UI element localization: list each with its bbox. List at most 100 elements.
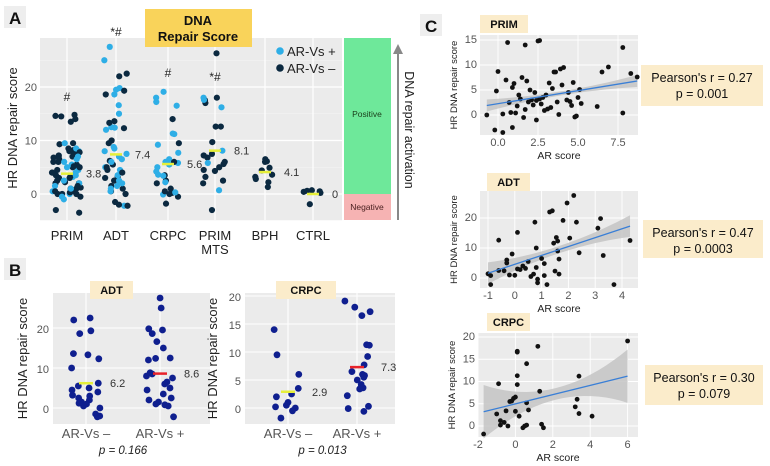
- panel-tag-box: [487, 313, 530, 331]
- data-point: [110, 143, 117, 151]
- p-value-text: p = 0.079: [678, 387, 731, 401]
- data-point: [537, 388, 543, 394]
- data-point: [494, 411, 500, 417]
- positive-zone: [344, 38, 391, 194]
- data-point: [501, 420, 507, 425]
- data-point: [159, 390, 167, 398]
- data-point: [114, 172, 121, 179]
- data-point: [527, 87, 533, 93]
- data-point: [221, 158, 228, 165]
- data-point: [501, 268, 507, 274]
- data-point: [153, 98, 160, 106]
- data-point: [120, 125, 128, 132]
- data-point: [159, 344, 167, 352]
- data-point: [169, 116, 176, 123]
- data-point: [530, 102, 536, 108]
- data-point: [514, 373, 520, 379]
- data-point: [70, 350, 77, 357]
- data-point: [157, 304, 165, 312]
- panel-label-c: C: [425, 17, 437, 36]
- y-tick-label: 10: [465, 59, 477, 71]
- data-point: [628, 71, 634, 76]
- significance-annotation: #: [64, 90, 71, 104]
- data-point: [161, 188, 168, 195]
- data-point: [175, 149, 182, 156]
- data-point: [553, 235, 559, 240]
- data-point: [145, 325, 153, 333]
- data-point: [54, 166, 61, 174]
- y-tick-label: 20: [37, 324, 49, 336]
- data-point: [170, 413, 177, 421]
- data-point: [73, 190, 80, 198]
- x-tick-label: 7.5: [610, 137, 625, 149]
- data-point: [87, 327, 95, 335]
- legend-marker: [276, 64, 284, 72]
- data-point: [66, 148, 73, 155]
- data-point: [76, 209, 83, 216]
- median-label: 4.1: [284, 167, 299, 179]
- data-point: [173, 102, 180, 109]
- data-point: [360, 407, 368, 415]
- y-tick-label: 5: [471, 84, 477, 96]
- data-point: [218, 104, 225, 111]
- category-label: AR-Vs –: [264, 426, 313, 441]
- data-point: [75, 399, 83, 407]
- data-point: [106, 119, 113, 126]
- data-point: [202, 173, 209, 180]
- data-point: [50, 154, 57, 161]
- data-point: [115, 110, 123, 117]
- data-point: [72, 116, 79, 123]
- data-point: [531, 271, 536, 277]
- panel-tag: CRPC: [493, 317, 524, 329]
- data-point: [533, 265, 539, 270]
- data-point: [213, 50, 220, 57]
- p-value-text: p = 0.166: [98, 445, 148, 457]
- panel-tag-box: [90, 281, 133, 299]
- data-point: [101, 148, 108, 155]
- p-value-text: p = 0.0003: [673, 242, 732, 256]
- data-point: [145, 356, 152, 364]
- y-axis-label: HR DNA repair score: [449, 41, 460, 130]
- x-tick-label: 5.0: [570, 137, 585, 149]
- data-point: [524, 361, 530, 367]
- data-point: [535, 280, 540, 286]
- data-point: [575, 95, 581, 100]
- y-axis-label: HR DNA repair score: [5, 67, 20, 188]
- data-point: [535, 276, 540, 282]
- data-point: [513, 110, 518, 116]
- data-point: [76, 164, 83, 171]
- data-point: [273, 351, 281, 359]
- data-point: [498, 422, 503, 428]
- data-point: [516, 92, 522, 98]
- data-point: [366, 308, 374, 316]
- y-tick-label: 10: [463, 376, 475, 388]
- pearson-r-text: Pearson's r = 0.30: [653, 371, 754, 385]
- data-point: [574, 396, 580, 402]
- data-point: [507, 272, 512, 278]
- significance-annotation: *#: [110, 25, 122, 39]
- data-point: [496, 381, 501, 387]
- data-point: [95, 355, 103, 363]
- data-point: [505, 423, 511, 429]
- data-point: [519, 75, 525, 80]
- data-point: [508, 110, 514, 115]
- data-point: [524, 78, 530, 84]
- panel-tag-box: [480, 15, 528, 33]
- data-point: [522, 42, 528, 48]
- data-point: [495, 69, 501, 74]
- data-point: [52, 206, 59, 214]
- data-point: [102, 91, 109, 98]
- category-label: BPH: [252, 228, 279, 243]
- data-point: [172, 189, 179, 196]
- data-point: [51, 182, 59, 190]
- p-value-text: p = 0.001: [676, 87, 729, 101]
- y-tick-label: 20: [465, 212, 477, 224]
- data-point: [111, 118, 118, 125]
- data-point: [552, 268, 558, 274]
- data-point: [113, 182, 121, 190]
- data-point: [93, 413, 101, 421]
- median-label: 5.6: [187, 159, 202, 171]
- data-point: [252, 175, 259, 183]
- data-point: [532, 219, 538, 225]
